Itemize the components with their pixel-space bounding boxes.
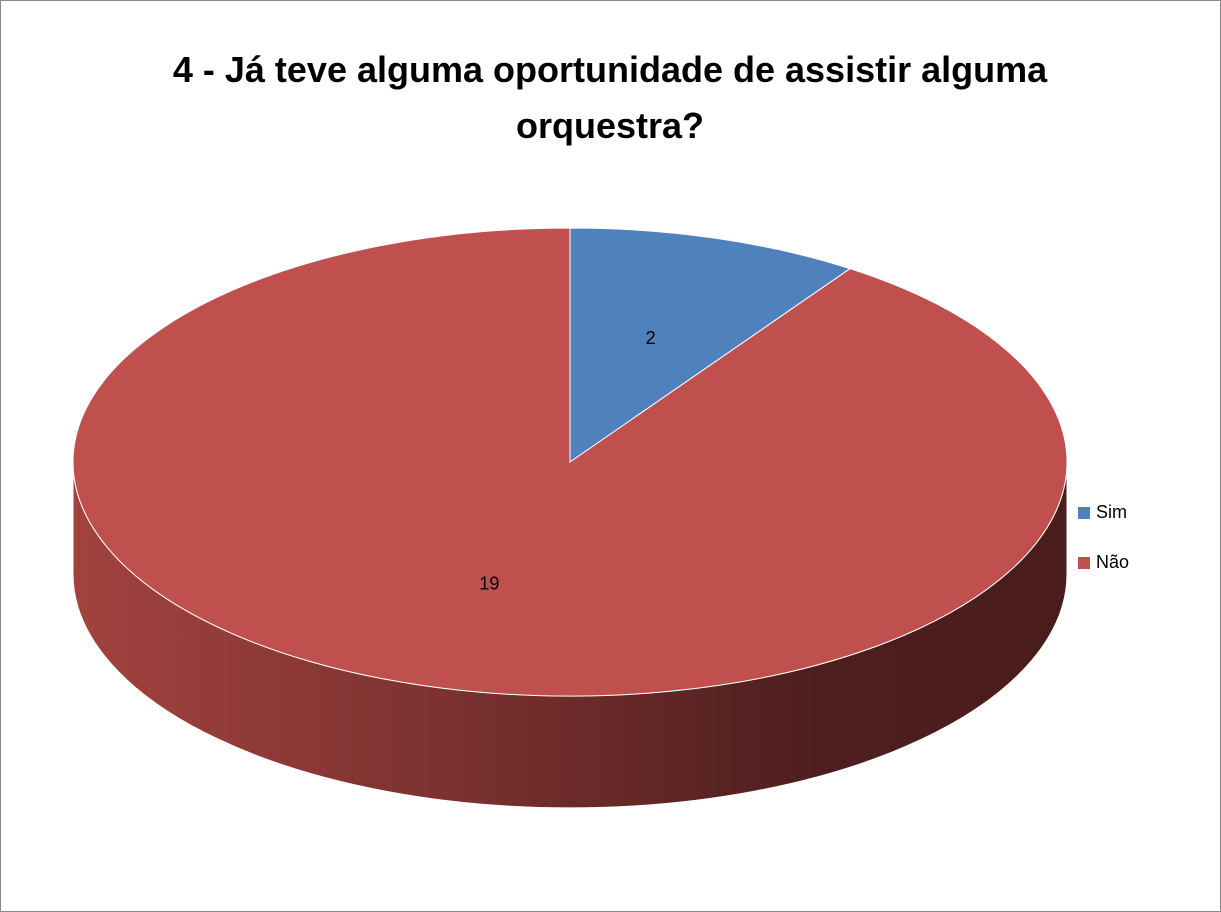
legend-label: Sim (1096, 502, 1127, 522)
chart-title: 4 - Já teve alguma oportunidade de assis… (172, 49, 1048, 146)
data-label: 2 (646, 328, 656, 348)
pie-slice (72, 227, 1068, 697)
legend-label: Não (1096, 552, 1129, 572)
legend-swatch (1078, 557, 1090, 569)
pie-slice (569, 227, 852, 463)
data-label: 19 (479, 574, 499, 594)
legend-swatch (1078, 507, 1090, 519)
title-box: 4 - Já teve alguma oportunidade de assis… (172, 49, 1048, 146)
